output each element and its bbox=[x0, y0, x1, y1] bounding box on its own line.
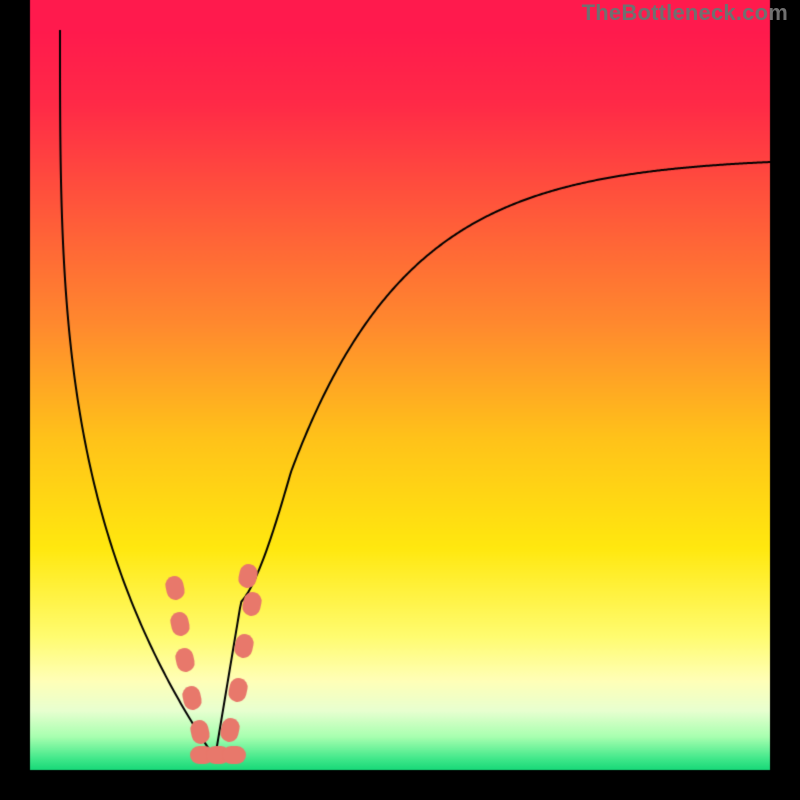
watermark-text: TheBottleneck.com bbox=[582, 0, 788, 26]
bottleneck-curve-chart bbox=[0, 0, 800, 800]
chart-stage: TheBottleneck.com bbox=[0, 0, 800, 800]
